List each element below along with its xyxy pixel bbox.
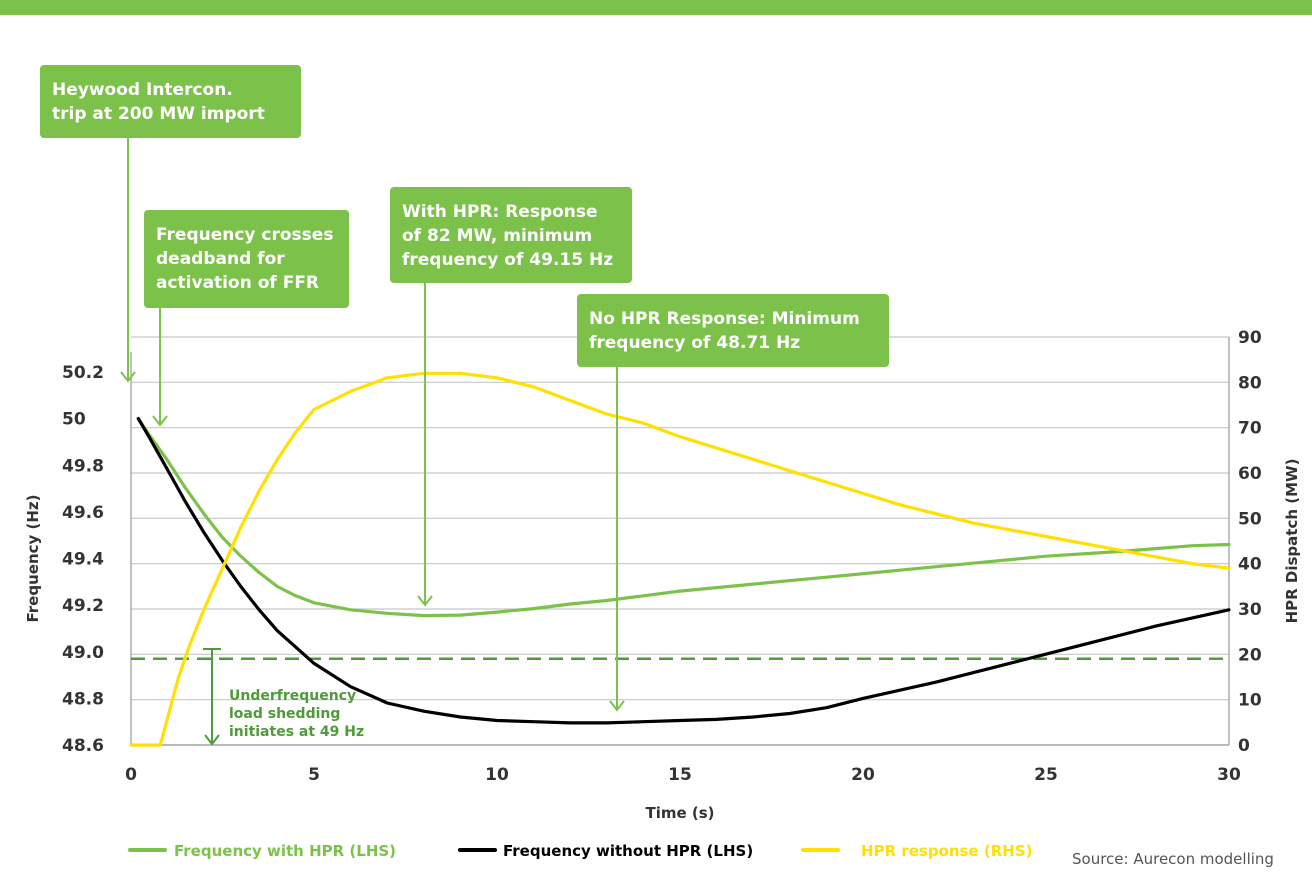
underfrequency-label: initiates at 49 Hz xyxy=(229,724,364,740)
x-tick-label: 30 xyxy=(1217,765,1241,785)
callout-text-no_hpr: No HPR Response: Minimum xyxy=(589,309,860,329)
y-right-tick-label: 90 xyxy=(1238,328,1262,348)
top-accent-bar xyxy=(0,0,1312,15)
deadband-arrow-head xyxy=(152,415,168,427)
y-right-tick-label: 0 xyxy=(1238,736,1250,756)
y-right-tick-label: 10 xyxy=(1238,691,1262,711)
x-axis-title: Time (s) xyxy=(645,804,714,822)
y-left-tick-label: 49.0 xyxy=(62,643,104,663)
y-right-tick-label: 50 xyxy=(1238,509,1262,529)
y-left-tick-label: 49.8 xyxy=(62,456,104,476)
x-tick-label: 20 xyxy=(851,765,875,785)
y-left-tick-label: 49.4 xyxy=(62,550,104,570)
callout-box-no_hpr xyxy=(577,294,889,367)
source-note: Source: Aurecon modelling xyxy=(1072,850,1274,868)
y-axis-left-title: Frequency (Hz) xyxy=(24,494,42,622)
hpr-response-line xyxy=(129,371,1231,747)
underfrequency-label: Underfrequency xyxy=(229,688,356,704)
callout-box-deadband xyxy=(144,210,349,308)
y-axis-right-title: HPR Dispatch (MW) xyxy=(1283,459,1301,624)
y-left-tick-label: 48.8 xyxy=(62,689,104,709)
legend-label: Frequency with HPR (LHS) xyxy=(174,842,396,860)
x-tick-label: 0 xyxy=(125,765,137,785)
frequency-with-hpr-line xyxy=(136,417,1231,618)
y-right-tick-label: 20 xyxy=(1238,645,1262,665)
callout-box-trip xyxy=(40,65,301,138)
y-left-tick-label: 50.2 xyxy=(62,363,104,383)
x-tick-label: 25 xyxy=(1034,765,1058,785)
y-right-tick-label: 80 xyxy=(1238,373,1262,393)
underfrequency-label: load shedding xyxy=(229,706,340,722)
x-tick-label: 5 xyxy=(308,765,320,785)
y-right-tick-label: 60 xyxy=(1238,464,1262,484)
x-tick-label: 10 xyxy=(485,765,509,785)
y-left-tick-label: 49.2 xyxy=(62,596,104,616)
y-right-tick-label: 70 xyxy=(1238,419,1262,439)
underfrequency-arrow-head xyxy=(204,734,220,746)
legend-label: Frequency without HPR (LHS) xyxy=(503,842,753,860)
callout-text-with_hpr: frequency of 49.15 Hz xyxy=(402,250,613,270)
y-left-tick-label: 48.6 xyxy=(62,736,104,756)
no-hpr-arrow-head xyxy=(609,700,625,712)
y-left-tick-label: 50 xyxy=(62,410,86,430)
callout-text-with_hpr: With HPR: Response xyxy=(402,202,598,222)
legend-label: HPR response (RHS) xyxy=(861,842,1032,860)
callout-box-with_hpr xyxy=(390,187,632,283)
x-tick-label: 15 xyxy=(668,765,692,785)
with-hpr-arrow-head xyxy=(417,595,433,607)
callout-text-trip: trip at 200 MW import xyxy=(52,104,265,124)
y-left-tick-label: 49.6 xyxy=(62,503,104,523)
callout-text-deadband: deadband for xyxy=(156,249,285,269)
callout-text-deadband: activation of FFR xyxy=(156,273,319,293)
callout-text-with_hpr: of 82 MW, minimum xyxy=(402,226,592,246)
trip-arrow-head xyxy=(120,371,136,383)
callout-text-no_hpr: frequency of 48.71 Hz xyxy=(589,333,800,353)
frequency-without-hpr-line xyxy=(136,417,1231,725)
callout-text-deadband: Frequency crosses xyxy=(156,225,333,245)
y-right-tick-label: 40 xyxy=(1238,555,1262,575)
y-right-tick-label: 30 xyxy=(1238,600,1262,620)
callout-text-trip: Heywood Intercon. xyxy=(52,80,233,100)
